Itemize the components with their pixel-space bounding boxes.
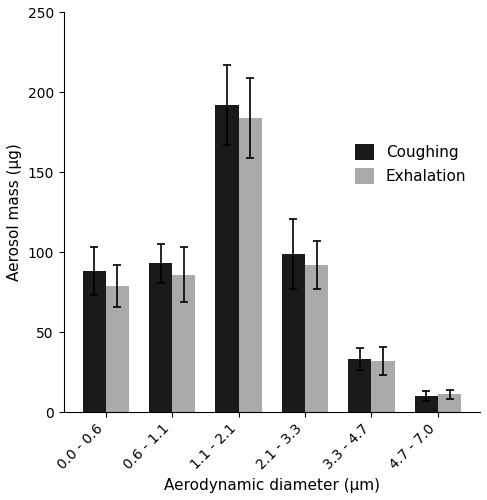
X-axis label: Aerodynamic diameter (µm): Aerodynamic diameter (µm) <box>164 478 380 493</box>
Bar <box>215 105 239 412</box>
Bar <box>305 265 328 412</box>
Bar <box>106 286 129 412</box>
Bar <box>438 394 461 412</box>
Bar <box>282 254 305 412</box>
Bar <box>239 118 262 412</box>
Y-axis label: Aerosol mass (µg): Aerosol mass (µg) <box>7 144 22 281</box>
Bar <box>372 361 394 412</box>
Bar <box>82 272 106 412</box>
Bar <box>149 264 172 412</box>
Bar <box>414 396 438 412</box>
Legend: Coughing, Exhalation: Coughing, Exhalation <box>349 138 472 190</box>
Bar <box>348 360 372 412</box>
Bar <box>172 274 195 412</box>
